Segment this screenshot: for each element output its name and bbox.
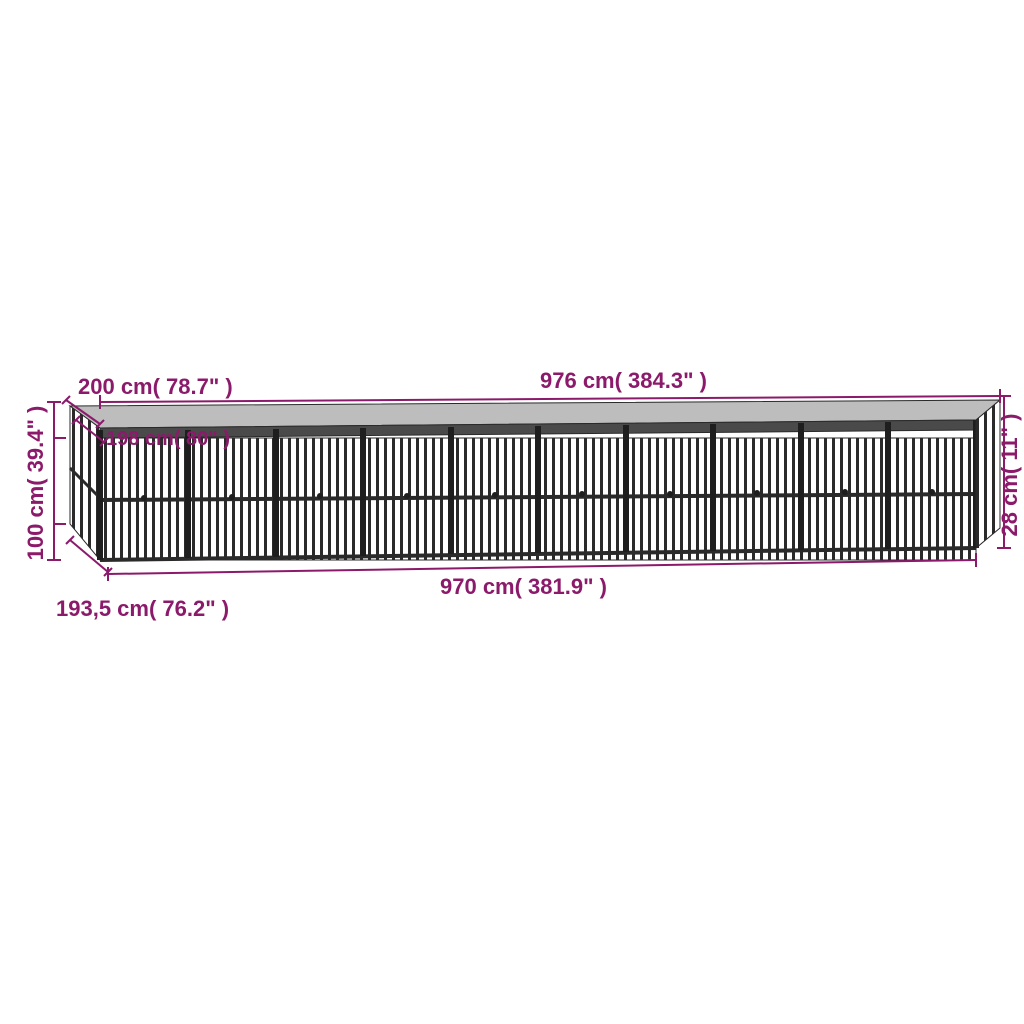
diagram-stage: 200 cm( 78.7" ) 976 cm( 384.3" ) 198 cm(… bbox=[0, 0, 1024, 1024]
diagram-svg bbox=[0, 0, 1024, 1024]
product-render bbox=[70, 400, 1000, 560]
dim-right-height: 28 cm( 11" ) bbox=[997, 395, 1023, 555]
dim-left-height: 100 cm( 39.4" ) bbox=[23, 393, 49, 573]
dim-inner-depth: 198 cm( 80" ) bbox=[106, 428, 230, 451]
dim-roof-depth: 200 cm( 78.7" ) bbox=[78, 374, 233, 400]
dim-roof-length: 976 cm( 384.3" ) bbox=[540, 368, 707, 394]
dim-base-depth: 193,5 cm( 76.2" ) bbox=[56, 596, 229, 622]
dim-base-length: 970 cm( 381.9" ) bbox=[440, 574, 607, 600]
